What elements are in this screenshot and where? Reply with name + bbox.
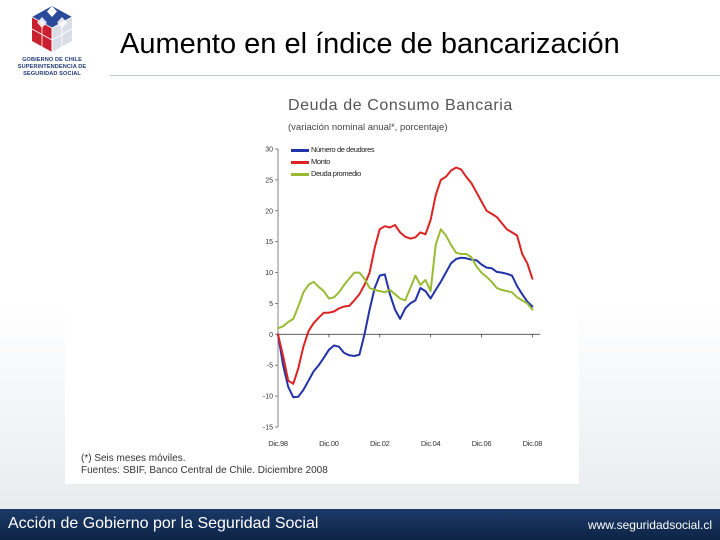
x-tick-label: Dic.00 bbox=[319, 439, 339, 448]
y-tick-label: 25 bbox=[265, 177, 273, 184]
footer-website-link[interactable]: www.seguridadsocial.cl bbox=[587, 518, 712, 532]
x-tick-label: Dic.04 bbox=[421, 439, 441, 448]
legend-swatch-monto bbox=[291, 161, 309, 164]
chart-panel: 30 25 20 15 10 5 0 -5 -10 -15 Dic.98 Dic.00 Dic.02 Di… bbox=[65, 87, 579, 484]
legend-label-numero-deudores: Número de deudores bbox=[311, 145, 375, 154]
line-chart: 30 25 20 15 10 5 0 -5 -10 -15 Dic.98 Dic.00 Dic.02 Di… bbox=[263, 147, 543, 449]
x-tick-label: Dic.02 bbox=[370, 439, 390, 448]
y-tick-label: 20 bbox=[265, 208, 273, 215]
y-tick-label: 0 bbox=[269, 332, 273, 339]
star-cube-logo-icon bbox=[31, 6, 73, 52]
y-tick-label: -10 bbox=[263, 394, 273, 401]
y-tick-label: -15 bbox=[263, 425, 273, 432]
legend-label-monto: Monto bbox=[311, 157, 330, 166]
legend-swatch-numero-deudores bbox=[291, 149, 309, 152]
legend-label-deuda-promedio: Deuda promedio bbox=[311, 169, 361, 178]
government-logo: GOBIERNO DE CHILE SUPERINTENDENCIA DE SE… bbox=[6, 4, 98, 78]
footer-slogan: Acción de Gobierno por la Seguridad Soci… bbox=[8, 515, 319, 532]
series-line-deuda-promedio bbox=[277, 228, 534, 330]
y-tick-label: 15 bbox=[265, 239, 273, 246]
y-tick-label: 5 bbox=[269, 301, 273, 308]
y-tick-label: 30 bbox=[265, 147, 273, 154]
chart-subtitle: (variación nominal anual*, porcentaje) bbox=[288, 122, 448, 133]
chart-title: Deuda de Consumo Bancaria bbox=[288, 97, 513, 114]
x-tick-label: Dic.98 bbox=[268, 439, 288, 448]
logo-line-1: GOBIERNO DE CHILE bbox=[22, 57, 82, 63]
footer-bar: Acción de Gobierno por la Seguridad Soci… bbox=[0, 509, 720, 540]
chart-source: Fuentes: SBIF, Banco Central de Chile. D… bbox=[81, 465, 328, 476]
title-divider bbox=[110, 75, 720, 76]
logo-line-3: SEGURIDAD SOCIAL bbox=[23, 71, 81, 77]
x-tick-label: Dic.06 bbox=[472, 439, 492, 448]
x-tick-label: Dic.08 bbox=[523, 439, 543, 448]
series-line-numero-deudores bbox=[277, 256, 534, 399]
chart-footnote: (*) Seis meses móviles. bbox=[81, 453, 186, 464]
slide-title: Aumento en el índice de bancarización bbox=[120, 28, 620, 60]
y-tick-label: 10 bbox=[265, 270, 273, 277]
series-line-monto bbox=[277, 166, 534, 385]
legend-swatch-deuda-promedio bbox=[291, 173, 309, 176]
logo-line-2: SUPERINTENDENCIA DE bbox=[17, 64, 87, 70]
y-tick-label: -5 bbox=[267, 363, 273, 370]
